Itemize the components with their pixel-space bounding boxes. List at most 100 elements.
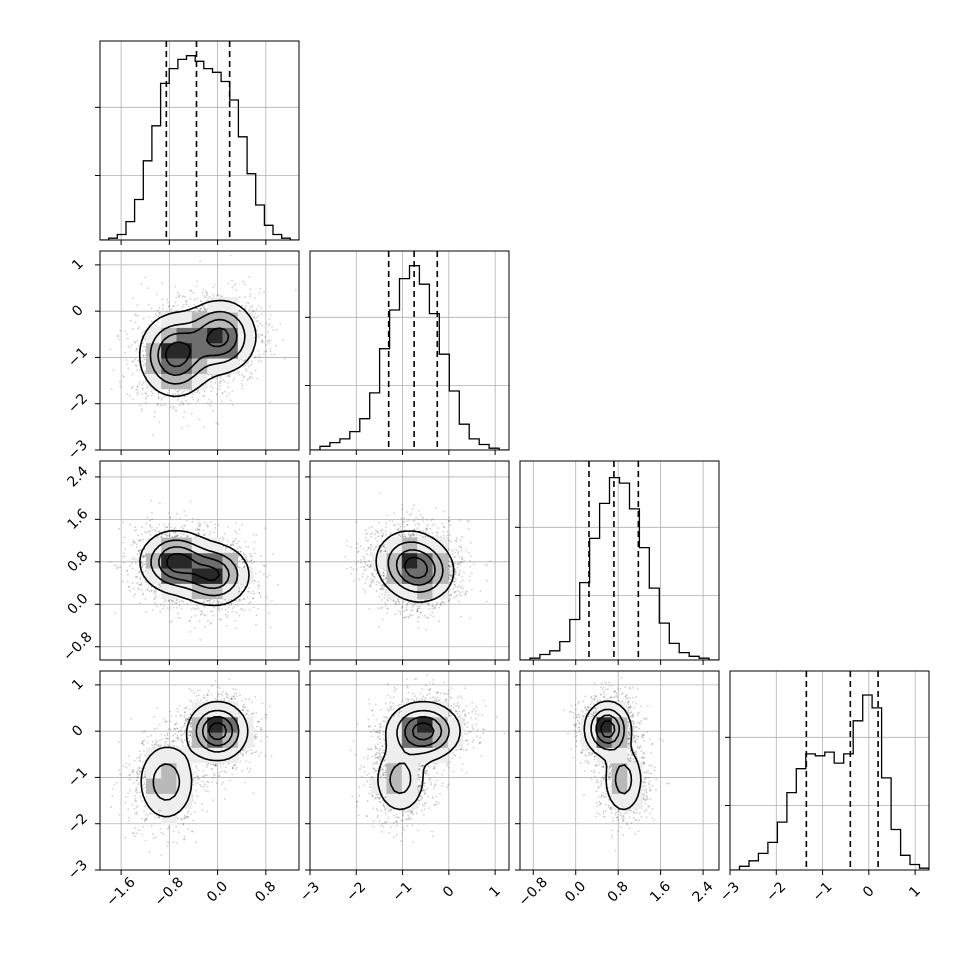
scatter-point — [238, 373, 241, 376]
scatter-point — [192, 606, 195, 609]
scatter-point — [196, 280, 199, 283]
scatter-point — [201, 612, 204, 615]
scatter-point — [141, 342, 144, 345]
scatter-point — [173, 405, 176, 408]
scatter-point — [192, 291, 195, 294]
scatter-point — [251, 360, 253, 363]
scatter-point — [157, 320, 159, 323]
scatter-point — [133, 542, 136, 544]
scatter-point — [257, 304, 260, 307]
scatter-point — [197, 607, 200, 609]
scatter-point — [219, 382, 221, 384]
scatter-point — [204, 625, 206, 628]
scatter-point — [227, 374, 229, 377]
scatter-point — [218, 388, 221, 390]
scatter-point — [144, 554, 147, 557]
scatter-point — [226, 539, 229, 542]
scatter-point — [225, 375, 228, 377]
scatter-point — [218, 607, 220, 609]
scatter-point — [139, 602, 141, 605]
scatter-point — [174, 389, 177, 391]
scatter-point — [136, 348, 138, 350]
scatter-point — [170, 600, 173, 603]
scatter-point — [221, 601, 223, 604]
scatter-point — [257, 325, 260, 328]
scatter-point — [150, 320, 153, 323]
scatter-point — [135, 388, 138, 391]
scatter-point — [135, 314, 137, 317]
scatter-point — [182, 390, 185, 393]
scatter-point — [117, 335, 119, 337]
scatter-point — [228, 604, 231, 607]
scatter-point — [177, 616, 180, 619]
scatter-point — [229, 254, 232, 257]
scatter-point — [186, 520, 188, 522]
scatter-point — [253, 592, 256, 595]
scatter-point — [183, 389, 186, 392]
scatter-point — [195, 536, 198, 538]
density-cell — [161, 373, 177, 390]
scatter-point — [247, 302, 250, 304]
scatter-point — [178, 600, 181, 603]
scatter-point — [131, 360, 133, 363]
scatter-point — [231, 543, 234, 545]
scatter-point — [183, 303, 185, 306]
scatter-point — [240, 546, 243, 549]
scatter-point — [238, 566, 241, 569]
scatter-point — [166, 526, 169, 528]
scatter-point — [177, 612, 179, 615]
scatter-point — [240, 358, 242, 360]
scatter-point — [157, 586, 160, 589]
scatter-point — [213, 531, 216, 534]
scatter-point — [142, 317, 145, 320]
scatter-point — [176, 534, 179, 537]
scatter-point — [134, 321, 137, 324]
scatter-point — [252, 597, 255, 600]
scatter-point — [231, 390, 234, 393]
scatter-point — [222, 378, 225, 381]
scatter-point — [249, 375, 252, 378]
scatter-point — [225, 547, 228, 550]
scatter-point — [141, 566, 144, 569]
scatter-point — [267, 331, 269, 333]
scatter-point — [224, 613, 227, 616]
scatter-point — [239, 550, 242, 553]
scatter-point — [178, 393, 181, 395]
scatter-point — [168, 512, 171, 514]
scatter-point — [145, 611, 147, 614]
scatter-point — [203, 534, 205, 537]
scatter-point — [266, 576, 269, 578]
scatter-point — [169, 516, 172, 518]
scatter-point — [226, 600, 228, 603]
scatter-point — [244, 553, 247, 556]
scatter-point — [252, 310, 255, 313]
scatter-point — [245, 556, 248, 559]
scatter-point — [167, 600, 170, 602]
scatter-point — [147, 584, 150, 586]
scatter-point — [181, 426, 183, 429]
scatter-point — [223, 532, 226, 535]
scatter-point — [210, 375, 213, 378]
scatter-point — [253, 561, 256, 564]
scatter-point — [244, 540, 247, 543]
scatter-point — [258, 291, 261, 294]
scatter-point — [205, 294, 208, 297]
scatter-point — [177, 296, 180, 299]
scatter-point — [193, 627, 196, 629]
scatter-point — [158, 584, 161, 586]
scatter-point — [239, 310, 242, 313]
scatter-point — [161, 397, 163, 399]
scatter-point — [156, 309, 159, 312]
scatter-point — [124, 548, 126, 551]
scatter-point — [295, 289, 297, 292]
scatter-point — [175, 599, 178, 602]
scatter-point — [217, 294, 220, 297]
scatter-point — [141, 360, 144, 363]
scatter-point — [183, 510, 186, 513]
scatter-point — [213, 599, 216, 602]
scatter-point — [256, 377, 259, 380]
scatter-point — [257, 608, 259, 610]
scatter-point — [109, 348, 112, 351]
scatter-point — [149, 533, 152, 536]
scatter-point — [145, 588, 148, 591]
